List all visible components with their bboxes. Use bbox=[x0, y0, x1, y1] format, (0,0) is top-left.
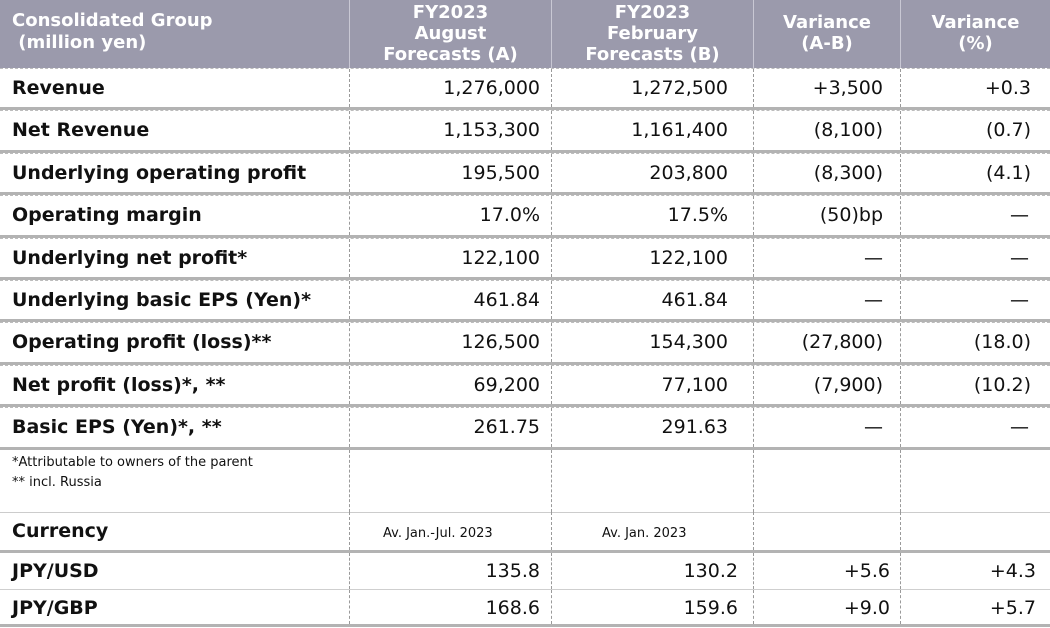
value-february: 154,300 bbox=[551, 323, 753, 362]
fx-variance-pct: +5.7 bbox=[900, 590, 1050, 624]
variance-abs: (7,900) bbox=[753, 365, 900, 405]
row-label: Revenue bbox=[12, 77, 105, 99]
header-line: (A-B) bbox=[801, 33, 853, 54]
value-february: 77,100 bbox=[551, 365, 753, 405]
header-line: August bbox=[414, 23, 487, 44]
fx-pair: JPY/USD bbox=[12, 560, 99, 582]
header-line: (%) bbox=[958, 33, 993, 54]
empty-cell bbox=[349, 450, 551, 512]
value-august: 122,100 bbox=[349, 238, 551, 277]
header-line: (million yen) bbox=[12, 32, 147, 53]
table-row: Operating margin 17.0% 17.5% (50)bp — bbox=[0, 195, 1050, 238]
currency-row: Currency Av. Jan.-Jul. 2023 Av. Jan. 202… bbox=[0, 512, 1050, 553]
variance-pct: (4.1) bbox=[900, 153, 1050, 193]
empty-cell bbox=[900, 512, 1050, 550]
currency-period-b: Av. Jan. 2023 bbox=[551, 512, 753, 550]
fx-rate-august: 135.8 bbox=[349, 553, 551, 589]
value-february: 461.84 bbox=[551, 281, 753, 320]
empty-cell bbox=[753, 512, 900, 550]
variance-pct: (10.2) bbox=[900, 365, 1050, 405]
value-february: 122,100 bbox=[551, 238, 753, 277]
row-label: Net Revenue bbox=[12, 119, 150, 142]
fx-pair: JPY/GBP bbox=[12, 597, 98, 619]
value-august: 69,200 bbox=[349, 365, 551, 405]
footnote-attributable: *Attributable to owners of the parent bbox=[12, 455, 253, 470]
header-consolidated-group: Consolidated Group (million yen) bbox=[0, 0, 349, 68]
row-label: Underlying operating profit bbox=[12, 161, 307, 184]
variance-pct: (18.0) bbox=[900, 323, 1050, 362]
header-variance-abs: Variance (A-B) bbox=[753, 0, 900, 68]
value-february: 1,272,500 bbox=[551, 69, 753, 108]
header-line: Variance bbox=[931, 12, 1020, 33]
table-row: Operating profit (loss)** 126,500 154,300(… bbox=[0, 322, 1050, 365]
variance-abs: (27,800) bbox=[753, 323, 900, 362]
row-label: Underlying net profit* bbox=[12, 246, 248, 269]
variance-abs: (50)bp bbox=[753, 196, 900, 235]
table-row: Underlying net profit* 122,100 122,100— — bbox=[0, 237, 1050, 280]
header-line: Forecasts (B) bbox=[585, 44, 720, 65]
variance-abs: (8,100) bbox=[753, 111, 900, 150]
variance-abs: — bbox=[753, 281, 900, 320]
variance-abs: (8,300) bbox=[753, 153, 900, 193]
table-row: Underlying operating profit 195,500 203,80… bbox=[0, 152, 1050, 196]
value-august: 17.0% bbox=[349, 196, 551, 235]
value-august: 461.84 bbox=[349, 281, 551, 320]
variance-pct: — bbox=[900, 281, 1050, 320]
currency-label: Currency bbox=[12, 520, 109, 542]
header-august-forecasts: FY2023 August Forecasts (A) bbox=[349, 0, 551, 68]
value-february: 1,161,400 bbox=[551, 111, 753, 150]
value-february: 291.63 bbox=[551, 408, 753, 447]
value-august: 261.75 bbox=[349, 408, 551, 447]
row-label: Net profit (loss)*, ** bbox=[12, 373, 226, 396]
header-line: Variance bbox=[783, 12, 871, 33]
header-variance-pct: Variance (%) bbox=[900, 0, 1050, 68]
fx-row: JPY/USD 135.8 130.2 +5.6 +4.3 bbox=[0, 553, 1050, 590]
value-august: 195,500 bbox=[349, 153, 551, 193]
value-august: 1,276,000 bbox=[349, 69, 551, 108]
fx-variance-pct: +4.3 bbox=[900, 553, 1050, 589]
header-february-forecasts: FY2023 February Forecasts (B) bbox=[551, 0, 753, 68]
variance-pct: — bbox=[900, 238, 1050, 277]
variance-abs: — bbox=[753, 238, 900, 277]
variance-pct: (0.7) bbox=[900, 111, 1050, 150]
row-label: Basic EPS (Yen)*, ** bbox=[12, 416, 222, 439]
fx-row: JPY/GBP 168.6 159.6 +9.0 +5.7 bbox=[0, 590, 1050, 627]
variance-pct: +0.3 bbox=[900, 69, 1050, 108]
row-label: Underlying basic EPS (Yen)* bbox=[12, 289, 312, 311]
row-label: Operating profit (loss)** bbox=[12, 331, 272, 354]
empty-cell bbox=[551, 450, 753, 512]
row-label: Operating margin bbox=[12, 204, 202, 227]
header-line: Forecasts (A) bbox=[383, 44, 518, 65]
value-august: 126,500 bbox=[349, 323, 551, 362]
table-row: Net profit (loss)*, ** 69,200 77,100 (7,900… bbox=[0, 364, 1050, 408]
fx-variance-abs: +9.0 bbox=[753, 590, 900, 624]
footnote-russia: ** incl. Russia bbox=[12, 475, 102, 490]
table-row: Revenue 1,276,000 1,272,500 +3,500 +0.3 bbox=[0, 68, 1050, 111]
variance-abs: — bbox=[753, 408, 900, 447]
fx-rate-february: 130.2 bbox=[551, 553, 753, 589]
footnotes: *Attributable to owners of the parent **… bbox=[0, 450, 349, 512]
variance-abs: +3,500 bbox=[753, 69, 900, 108]
variance-pct: — bbox=[900, 196, 1050, 235]
table-row: Basic EPS (Yen)*, ** 261.75 291.63— — bbox=[0, 407, 1050, 450]
value-february: 17.5% bbox=[551, 196, 753, 235]
fx-rate-february: 159.6 bbox=[551, 590, 753, 624]
empty-cell bbox=[753, 450, 900, 512]
header-line: FY2023 bbox=[614, 2, 691, 23]
table-header: Consolidated Group (million yen) FY2023 … bbox=[0, 0, 1050, 68]
fx-variance-abs: +5.6 bbox=[753, 553, 900, 589]
fx-rate-august: 168.6 bbox=[349, 590, 551, 624]
empty-cell bbox=[900, 450, 1050, 512]
currency-period-a: Av. Jan.-Jul. 2023 bbox=[349, 512, 551, 550]
value-february: 203,800 bbox=[551, 153, 753, 193]
variance-pct: — bbox=[900, 408, 1050, 447]
table-row: Net Revenue 1,153,300 1,161,400 (8,100) (0.7… bbox=[0, 110, 1050, 153]
footnotes-row: *Attributable to owners of the parent **… bbox=[0, 450, 1050, 513]
header-line: February bbox=[606, 23, 699, 44]
value-august: 1,153,300 bbox=[349, 111, 551, 150]
header-line: Consolidated Group bbox=[12, 10, 213, 31]
header-line: FY2023 bbox=[412, 2, 489, 23]
table-row: Underlying basic EPS (Yen)* 461.84 461.84—… bbox=[0, 280, 1050, 323]
